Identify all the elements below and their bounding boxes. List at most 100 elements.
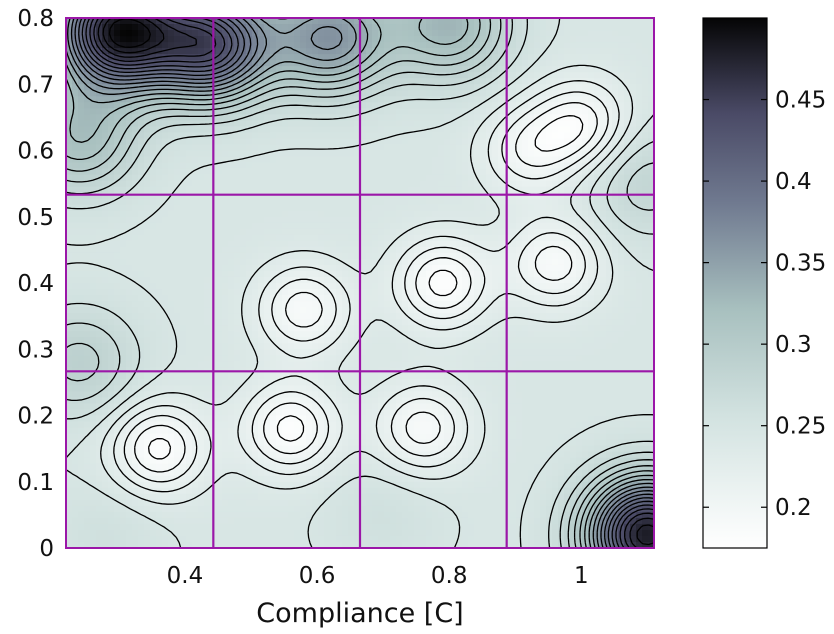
heatmap-cell: [300, 174, 307, 182]
heatmap-cell: [162, 409, 169, 417]
heatmap-cell: [90, 234, 97, 242]
heatmap-cell: [180, 126, 187, 134]
heatmap-cell: [246, 210, 253, 218]
heatmap-cell: [168, 313, 175, 320]
heatmap-cell: [66, 535, 73, 543]
heatmap-cell: [228, 132, 235, 140]
heatmap-cell: [324, 270, 331, 278]
heatmap-cell: [252, 156, 259, 164]
heatmap-cell: [72, 120, 79, 128]
heatmap-cell: [138, 313, 145, 320]
heatmap-cell: [174, 391, 181, 399]
heatmap-cell: [360, 361, 367, 368]
heatmap-cell: [318, 397, 325, 405]
heatmap-cell: [396, 511, 403, 519]
heatmap-cell: [174, 234, 181, 242]
heatmap-cell: [132, 397, 139, 405]
heatmap-cell: [174, 337, 181, 344]
heatmap-cell: [180, 198, 187, 206]
heatmap-cell: [222, 481, 229, 489]
heatmap-cell: [114, 198, 121, 206]
heatmap-cell: [132, 258, 139, 266]
heatmap-cell: [342, 180, 349, 188]
heatmap-cell: [90, 379, 97, 386]
heatmap-cell: [138, 439, 145, 447]
heatmap-cell: [258, 385, 265, 393]
heatmap-cell: [360, 186, 367, 194]
heatmap-cell: [378, 204, 385, 212]
heatmap-cell: [264, 289, 271, 296]
heatmap-cell: [246, 421, 253, 429]
heatmap-cell: [228, 499, 235, 507]
heatmap-cell: [168, 258, 175, 266]
heatmap-cell: [198, 385, 205, 393]
heatmap-cell: [276, 24, 283, 31]
heatmap-cell: [198, 325, 205, 332]
heatmap-cell: [180, 343, 187, 350]
heatmap-cell: [294, 541, 301, 548]
heatmap-cell: [150, 162, 157, 170]
heatmap-cell: [318, 246, 325, 254]
heatmap-cell: [288, 355, 295, 362]
heatmap-cell: [132, 90, 139, 97]
heatmap-cell: [66, 487, 73, 495]
heatmap-cell: [102, 270, 109, 278]
heatmap-cell: [228, 108, 235, 115]
heatmap-cell: [72, 168, 79, 176]
heatmap-cell: [174, 216, 181, 224]
heatmap-cell: [228, 319, 235, 326]
heatmap-cell: [186, 499, 193, 507]
heatmap-cell: [198, 54, 205, 61]
heatmap-cell: [198, 379, 205, 386]
heatmap-cell: [162, 355, 169, 362]
heatmap-cell: [180, 349, 187, 356]
heatmap-cell: [336, 264, 343, 272]
heatmap-cell: [402, 186, 409, 194]
heatmap-cell: [252, 18, 259, 25]
heatmap-cell: [348, 355, 355, 362]
heatmap-cell: [126, 523, 133, 531]
heatmap-cell: [126, 433, 133, 441]
heatmap-cell: [342, 54, 349, 61]
heatmap-cell: [240, 198, 247, 206]
heatmap-cell: [282, 138, 289, 146]
heatmap-cell: [156, 445, 163, 453]
heatmap-cell: [378, 391, 385, 399]
heatmap-cell: [126, 210, 133, 218]
heatmap-cell: [150, 198, 157, 206]
heatmap-cell: [222, 198, 229, 206]
heatmap-cell: [216, 337, 223, 344]
heatmap-cell: [360, 349, 367, 356]
heatmap-cell: [258, 204, 265, 212]
heatmap-cell: [222, 439, 229, 447]
heatmap-cell: [180, 210, 187, 218]
heatmap-cell: [234, 415, 241, 423]
heatmap-cell: [324, 168, 331, 176]
heatmap-cell: [90, 283, 97, 290]
heatmap-cell: [234, 487, 241, 495]
heatmap-cell: [156, 102, 163, 109]
heatmap-cell: [300, 126, 307, 134]
heatmap-cell: [216, 60, 223, 67]
heatmap-cell: [366, 156, 373, 164]
heatmap-cell: [252, 36, 259, 43]
heatmap-cell: [336, 18, 343, 25]
heatmap-cell: [180, 174, 187, 182]
heatmap-cell: [264, 421, 271, 429]
heatmap-cell: [144, 319, 151, 326]
heatmap-cell: [84, 331, 91, 338]
heatmap-cell: [234, 541, 241, 548]
heatmap-cell: [72, 138, 79, 146]
heatmap-cell: [270, 445, 277, 453]
heatmap-cell: [186, 493, 193, 501]
heatmap-cell: [342, 445, 349, 453]
heatmap-cell: [276, 234, 283, 242]
heatmap-cell: [198, 42, 205, 49]
heatmap-cell: [318, 325, 325, 332]
heatmap-cell: [180, 162, 187, 170]
heatmap-cell: [384, 132, 391, 140]
heatmap-cell: [402, 258, 409, 266]
heatmap-cell: [228, 427, 235, 435]
heatmap-cell: [282, 433, 289, 441]
heatmap-cell: [186, 174, 193, 182]
